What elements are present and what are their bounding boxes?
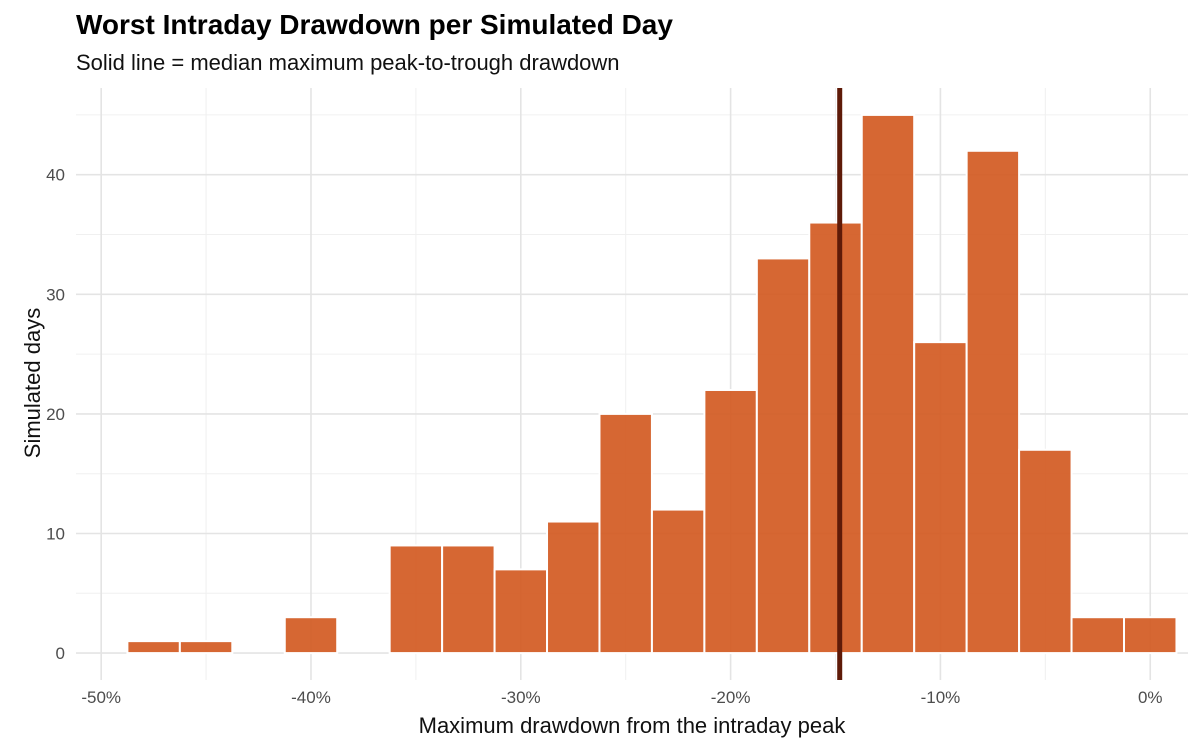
x-tick-label: -10% [921,688,961,707]
histogram-bar [283,616,339,655]
y-tick-label: 0 [56,644,65,663]
x-tick-label: 0% [1138,688,1163,707]
histogram-bar [388,544,444,655]
x-tick-label: -30% [501,688,541,707]
histogram-bar [493,568,549,655]
x-axis-ticks: -50% -40% -30% -20% -10% 0% [81,688,1162,707]
histogram-bar [1018,448,1073,655]
x-tick-label: -50% [81,688,121,707]
y-axis-title: Simulated days [20,308,45,458]
histogram-bar [965,149,1021,655]
histogram-bar [441,544,496,655]
y-tick-label: 30 [46,285,65,304]
histogram-bar [860,113,916,655]
y-tick-label: 10 [46,524,65,543]
histogram-bar [703,388,758,655]
y-axis-ticks: 0 10 20 30 40 [46,166,65,663]
chart-title: Worst Intraday Drawdown per Simulated Da… [76,9,673,40]
histogram-bar [1070,616,1126,655]
histogram-bar [913,341,968,655]
histogram-bar [546,520,601,655]
histogram-bar [178,640,234,655]
histogram-bar [755,257,811,655]
histogram-bar [126,640,181,655]
x-tick-label: -20% [711,688,751,707]
x-tick-label: -40% [291,688,331,707]
histogram-bar [650,508,706,655]
histogram-bar [1123,616,1178,655]
chart-subtitle: Solid line = median maximum peak-to-trou… [76,50,620,75]
y-tick-label: 40 [46,166,65,185]
y-tick-label: 20 [46,405,65,424]
x-axis-title: Maximum drawdown from the intraday peak [419,713,847,738]
histogram-bars [126,113,1178,655]
histogram-bar [598,412,653,655]
histogram-bar [808,221,863,655]
